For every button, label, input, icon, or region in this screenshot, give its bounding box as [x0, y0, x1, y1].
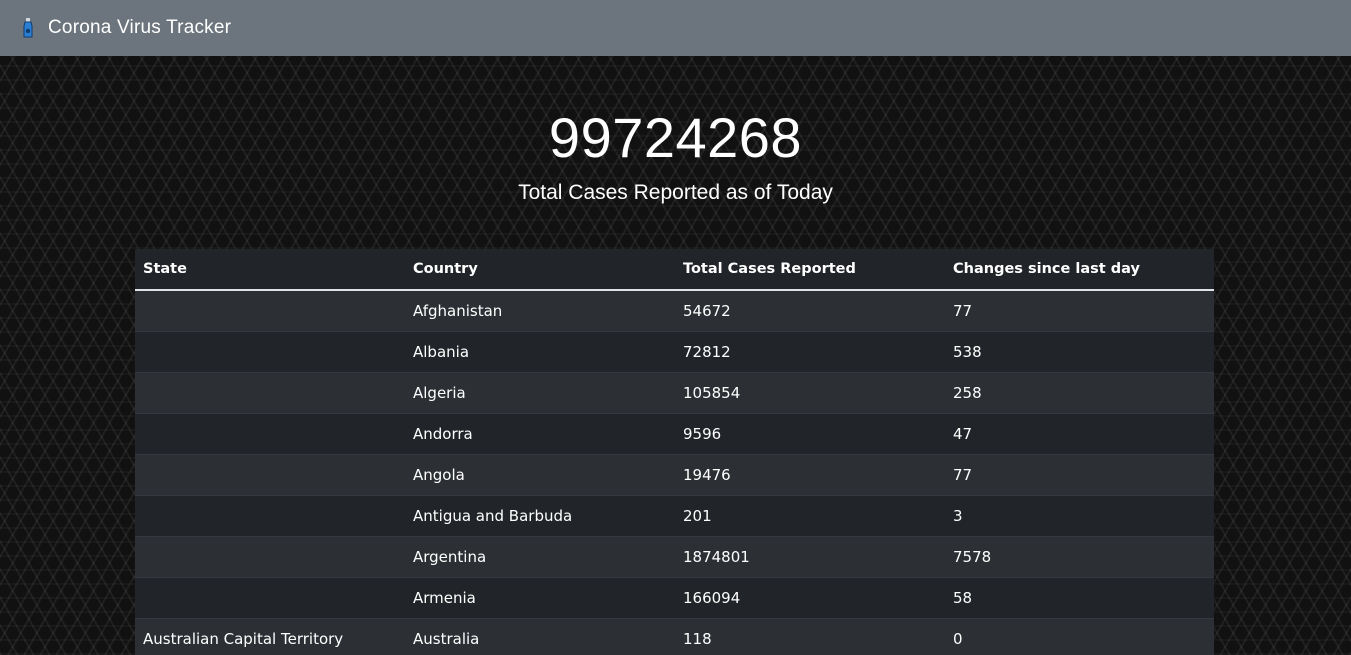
cell-state	[135, 454, 405, 496]
total-cases-caption: Total Cases Reported as of Today	[518, 181, 833, 204]
cell-total: 201	[675, 495, 945, 537]
table-row: Australian Capital Territory Australia 1…	[135, 618, 1214, 655]
table-row: Algeria 105854 258	[135, 372, 1214, 414]
table-header-row: State Country Total Cases Reported Chang…	[135, 249, 1214, 291]
cell-change: 47	[945, 413, 1214, 455]
cases-table: State Country Total Cases Reported Chang…	[135, 249, 1214, 655]
total-cases-number: 99724268	[548, 106, 803, 169]
cell-state: Australian Capital Territory	[135, 618, 405, 655]
cell-change: 3	[945, 495, 1214, 537]
navbar: Corona Virus Tracker	[0, 0, 1351, 56]
cell-country: Australia	[405, 618, 675, 655]
cell-country: Algeria	[405, 372, 675, 414]
table-row: Argentina 1874801 7578	[135, 536, 1214, 578]
table-row: Armenia 166094 58	[135, 577, 1214, 619]
cell-state	[135, 536, 405, 578]
header-changes: Changes since last day	[945, 249, 1214, 291]
header-country: Country	[405, 249, 675, 291]
cell-state	[135, 495, 405, 537]
cell-change: 77	[945, 454, 1214, 496]
cell-total: 19476	[675, 454, 945, 496]
cell-total: 54672	[675, 289, 945, 332]
cell-country: Angola	[405, 454, 675, 496]
cell-total: 118	[675, 618, 945, 655]
cell-country: Albania	[405, 331, 675, 373]
cell-state	[135, 577, 405, 619]
cell-change: 538	[945, 331, 1214, 373]
table-row: Andorra 9596 47	[135, 413, 1214, 455]
table-row: Angola 19476 77	[135, 454, 1214, 496]
cell-total: 105854	[675, 372, 945, 414]
table-row: Albania 72812 538	[135, 331, 1214, 373]
table-row: Afghanistan 54672 77	[135, 289, 1214, 332]
brand-title[interactable]: Corona Virus Tracker	[48, 17, 232, 38]
cases-table-container: State Country Total Cases Reported Chang…	[135, 249, 1214, 655]
cell-state	[135, 372, 405, 414]
cell-total: 166094	[675, 577, 945, 619]
cell-total: 9596	[675, 413, 945, 455]
hero-section: 99724268 Total Cases Reported as of Toda…	[0, 100, 1351, 210]
header-total-cases: Total Cases Reported	[675, 249, 945, 291]
cell-country: Afghanistan	[405, 289, 675, 332]
cell-country: Argentina	[405, 536, 675, 578]
cell-change: 258	[945, 372, 1214, 414]
header-state: State	[135, 249, 405, 291]
table-body: Afghanistan 54672 77 Albania 72812 538 A…	[135, 289, 1214, 655]
virus-bottle-icon[interactable]	[18, 16, 38, 40]
cell-change: 0	[945, 618, 1214, 655]
cell-country: Antigua and Barbuda	[405, 495, 675, 537]
cell-country: Andorra	[405, 413, 675, 455]
cell-total: 72812	[675, 331, 945, 373]
cell-country: Armenia	[405, 577, 675, 619]
cell-state	[135, 331, 405, 373]
cell-state	[135, 413, 405, 455]
cell-total: 1874801	[675, 536, 945, 578]
table-row: Antigua and Barbuda 201 3	[135, 495, 1214, 537]
cell-change: 58	[945, 577, 1214, 619]
cell-state	[135, 289, 405, 332]
cell-change: 77	[945, 289, 1214, 332]
cell-change: 7578	[945, 536, 1214, 578]
